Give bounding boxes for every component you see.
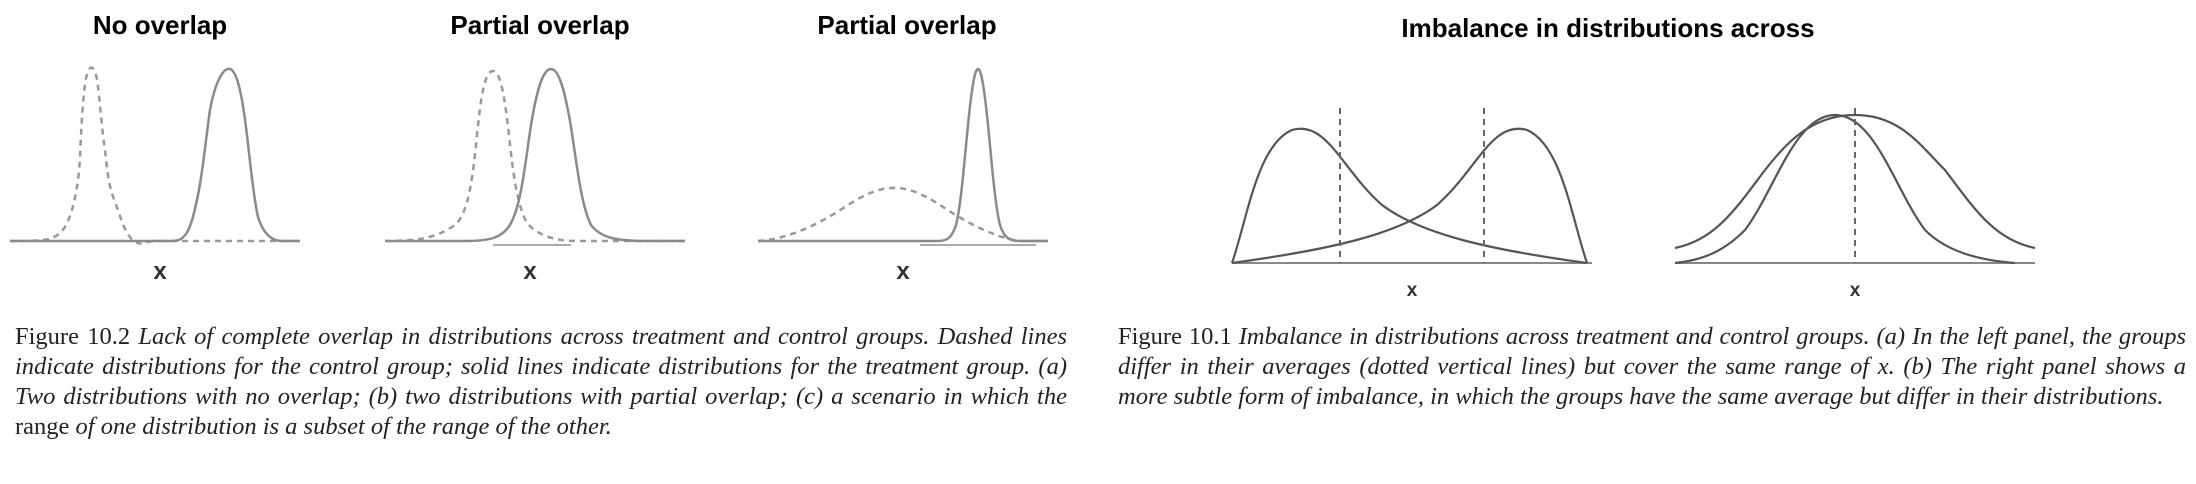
treatment-solid-curve (385, 67, 685, 243)
caption-upright-word: range (15, 413, 70, 440)
control-dashed-curve (757, 186, 1048, 243)
plot-different-averages (1230, 108, 1592, 265)
fig1-panel-a-xlabel: x (1406, 280, 1418, 301)
panel-c-title: Partial overlap (817, 10, 997, 40)
figure-10-1-caption: Figure 10.1 Imbalance in distributions a… (1118, 322, 2186, 412)
panel-a-xlabel: x (153, 258, 167, 285)
fig1-panel-b-xlabel: x (1849, 280, 1861, 301)
narrow-curve (1674, 113, 2016, 265)
control-dashed-curve (9, 66, 161, 245)
panel-c-xlabel: x (896, 258, 910, 285)
wide-curve (1674, 113, 2036, 250)
control-dashed-curve (384, 69, 685, 243)
panel-b-title: Partial overlap (450, 10, 630, 40)
caption-text-part2: of one distribution is a subset of the r… (75, 413, 612, 440)
right-skewed-curve (1231, 127, 1589, 265)
plot-partial-overlap-c (757, 67, 1048, 246)
treatment-solid-curve (10, 67, 300, 243)
caption-text-part1: Lack of complete overlap in distribution… (15, 323, 1068, 410)
panel-b-xlabel: x (523, 258, 537, 285)
plot-partial-overlap-b (384, 67, 685, 246)
caption-figure-label: Figure 10.2 (15, 323, 131, 350)
plot-no-overlap (9, 66, 300, 245)
figure-10-2-caption: Figure 10.2 Lack of complete overlap in … (15, 322, 1067, 442)
panel-a-title: No overlap (92, 10, 228, 40)
caption-figure-label: Figure 10.1 (1118, 323, 1232, 350)
left-skewed-curve (1230, 127, 1588, 265)
plot-same-average (1674, 108, 2036, 265)
treatment-solid-curve (758, 67, 1048, 243)
figure-10-1-title: Imbalance in distributions across (1401, 13, 1815, 43)
caption-text: Imbalance in distributions across treatm… (1118, 323, 2186, 410)
